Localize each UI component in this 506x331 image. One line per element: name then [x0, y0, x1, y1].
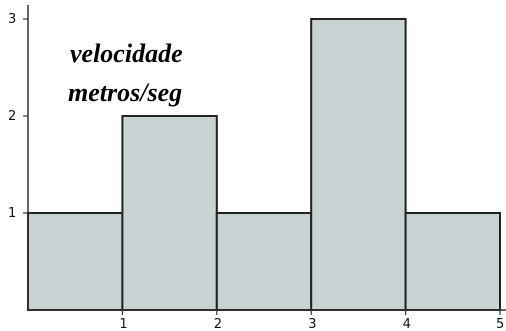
- bar-4: [310, 18, 407, 311]
- y-tick-label-2: 2: [8, 109, 16, 124]
- labels-group: 1 2 3 4 5 1 2 3: [8, 12, 504, 331]
- y-tick-label-3: 3: [8, 12, 16, 27]
- x-tick-label-3: 3: [308, 317, 316, 331]
- annotation-line-2: metros/seg: [68, 78, 182, 107]
- x-tick-label-1: 1: [119, 317, 127, 331]
- x-tick-label-4: 4: [403, 317, 411, 331]
- bar-5: [404, 212, 502, 311]
- bar-1: [27, 212, 124, 311]
- x-tick-label-5: 5: [496, 317, 504, 331]
- bars-group: [27, 18, 502, 311]
- y-tick-label-1: 1: [8, 206, 16, 221]
- annotation-line-1: velocidade: [70, 39, 183, 68]
- bar-2: [121, 115, 218, 311]
- bar-3: [215, 212, 313, 311]
- axes-group: [23, 5, 506, 315]
- x-tick-label-2: 2: [214, 317, 222, 331]
